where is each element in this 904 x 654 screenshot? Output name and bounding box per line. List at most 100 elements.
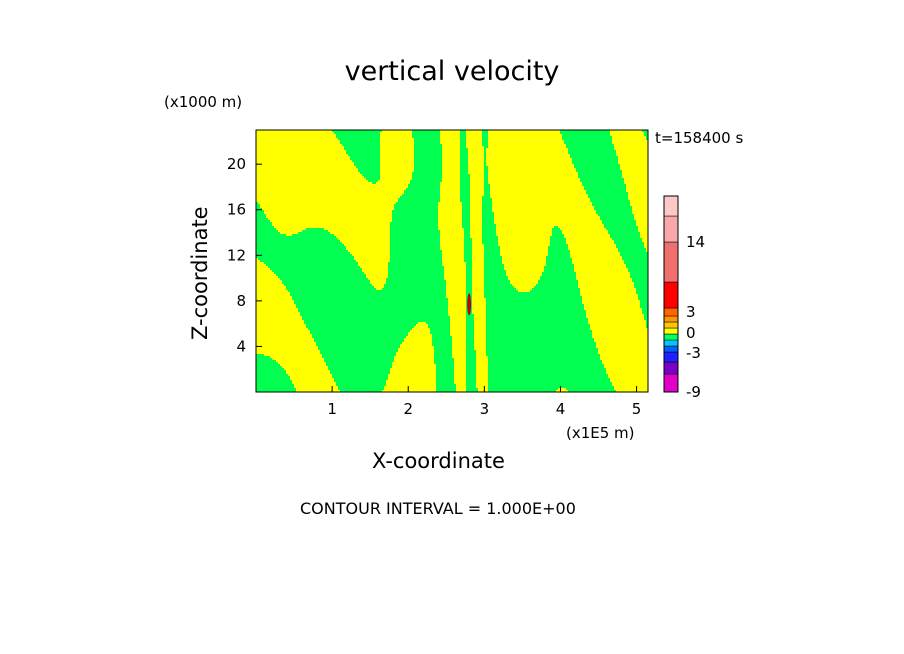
field-cell <box>408 186 440 188</box>
field-cell <box>486 312 586 314</box>
field-cell <box>488 366 604 368</box>
field-cell <box>338 138 380 140</box>
field-cell <box>488 390 556 392</box>
field-cell <box>264 262 358 264</box>
field-cell <box>256 360 276 362</box>
field-cell <box>346 150 380 152</box>
field-cell <box>300 314 448 316</box>
field-cell <box>256 232 280 234</box>
field-cell <box>486 318 588 320</box>
field-cell <box>388 274 444 276</box>
field-cell <box>276 274 366 276</box>
field-cell <box>486 342 596 344</box>
field-cell <box>466 290 472 292</box>
field-cell <box>466 388 478 390</box>
field-cell <box>344 148 380 150</box>
field-cell <box>350 158 380 160</box>
field-cell <box>460 146 466 148</box>
field-cell <box>334 132 380 134</box>
field-cell <box>590 200 630 202</box>
field-cell <box>414 142 440 144</box>
field-cell <box>462 222 470 224</box>
field-cell <box>410 182 440 184</box>
field-cell <box>324 360 394 362</box>
field-cell <box>486 326 590 328</box>
field-cell <box>336 134 380 136</box>
x-tick-label: 1 <box>327 400 337 418</box>
field-cell <box>548 252 570 254</box>
colorbar-band <box>663 241 679 283</box>
field-cell <box>484 188 490 190</box>
field-cell <box>372 182 376 184</box>
field-cell <box>482 210 492 212</box>
field-cell <box>482 236 498 238</box>
field-cell <box>414 170 442 172</box>
field-cell <box>646 138 648 140</box>
field-cell <box>412 132 440 134</box>
field-cell <box>484 160 486 162</box>
field-cell <box>388 276 444 278</box>
colorbar-band <box>663 315 679 323</box>
field-cell <box>392 216 438 218</box>
field-cell <box>390 236 440 238</box>
field-cell <box>486 350 598 352</box>
field-cell <box>414 154 442 156</box>
field-cell <box>586 192 628 194</box>
field-cell <box>548 248 568 250</box>
field-cell <box>644 318 648 320</box>
field-cell <box>390 234 440 236</box>
field-cell <box>484 268 504 270</box>
field-cell <box>330 372 390 374</box>
field-cell <box>404 192 440 194</box>
field-cell <box>464 240 472 242</box>
field-cell <box>486 354 600 356</box>
field-cell <box>296 306 448 308</box>
field-cell <box>486 322 588 324</box>
field-cell <box>482 214 494 216</box>
field-cell <box>488 382 612 384</box>
field-cell <box>466 286 472 288</box>
field-cell <box>554 226 558 228</box>
field-cell <box>432 340 452 342</box>
field-cell <box>484 250 500 252</box>
field-cell <box>256 386 294 388</box>
field-peak <box>467 293 472 316</box>
field-cell <box>600 216 634 218</box>
field-cell <box>604 226 638 228</box>
field-cell <box>466 346 474 348</box>
field-cell <box>326 362 392 364</box>
field-cell <box>466 338 474 340</box>
field-cell <box>428 326 450 328</box>
field-cell <box>464 258 472 260</box>
field-cell <box>484 176 488 178</box>
field-cell <box>460 160 468 162</box>
field-cell <box>462 226 470 228</box>
plot-frame <box>255 129 649 393</box>
field-cell <box>484 186 490 188</box>
field-cell <box>484 262 502 264</box>
field-cell <box>482 142 488 144</box>
field-cell <box>482 230 496 232</box>
field-cell <box>290 292 446 294</box>
field-cell <box>546 256 570 258</box>
field-cell <box>302 316 450 318</box>
field-cell <box>466 316 474 318</box>
field-cell <box>486 320 588 322</box>
field-cell <box>466 350 476 352</box>
field-cell <box>550 238 566 240</box>
field-cell <box>640 306 648 308</box>
field-cell <box>256 368 284 370</box>
field-cell <box>484 288 516 290</box>
field-cell <box>464 250 472 252</box>
z-axis-unit: (x1000 m) <box>164 93 243 111</box>
field-cell <box>292 298 448 300</box>
field-cell <box>482 140 488 142</box>
field-cell <box>436 380 454 382</box>
field-cell <box>580 180 624 182</box>
field-cell <box>586 190 626 192</box>
field-cell <box>552 228 560 230</box>
field-cell <box>486 324 590 326</box>
field-cell <box>646 320 648 322</box>
field-cell <box>552 234 564 236</box>
field-cell <box>388 266 444 268</box>
